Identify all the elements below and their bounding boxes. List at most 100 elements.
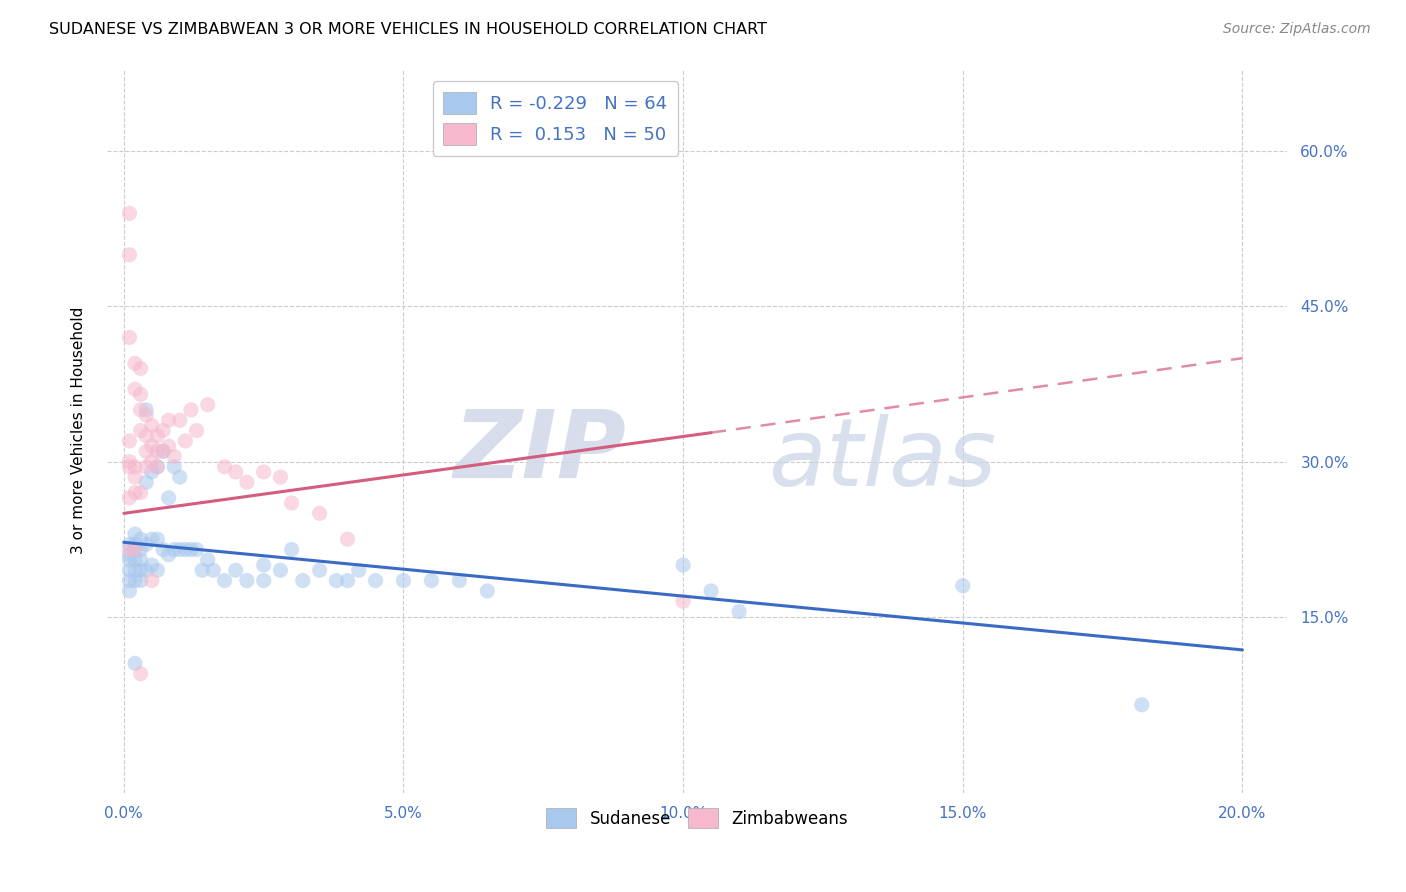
Point (236, 574, 259, 588)
Point (129, 666, 152, 681)
Point (135, 537, 157, 551)
Point (152, 424, 174, 438)
Point (124, 553, 146, 567)
Point (202, 563, 225, 577)
Point (124, 657, 146, 671)
Legend: Sudanese, Zimbabweans: Sudanese, Zimbabweans (540, 801, 855, 835)
Point (124, 542, 146, 557)
Point (129, 542, 152, 557)
Point (180, 542, 202, 557)
Point (186, 542, 208, 557)
Point (146, 532, 169, 546)
Point (163, 459, 186, 474)
Point (141, 465, 163, 479)
Point (197, 553, 219, 567)
Point (124, 542, 146, 557)
Point (135, 403, 157, 417)
Point (135, 475, 157, 490)
Point (129, 532, 152, 546)
Point (129, 424, 152, 438)
Point (700, 583, 723, 598)
Point (169, 413, 191, 427)
Point (157, 413, 180, 427)
Point (152, 542, 174, 557)
Text: ZIP: ZIP (453, 407, 626, 499)
Point (146, 563, 169, 577)
Point (118, 553, 141, 567)
Point (174, 542, 197, 557)
Point (477, 583, 499, 598)
Point (364, 574, 387, 588)
Point (141, 418, 163, 433)
Point (129, 403, 152, 417)
Point (118, 563, 141, 577)
Point (118, 548, 141, 562)
Point (191, 563, 214, 577)
Point (347, 563, 370, 577)
Point (186, 424, 208, 438)
Point (146, 429, 169, 443)
Point (135, 563, 157, 577)
Point (336, 532, 359, 546)
Point (129, 485, 152, 500)
Point (325, 574, 347, 588)
Point (392, 574, 415, 588)
Point (141, 532, 163, 546)
Point (129, 361, 152, 376)
Point (118, 434, 141, 448)
Point (214, 574, 236, 588)
Point (135, 459, 157, 474)
Point (672, 594, 695, 608)
Point (952, 579, 974, 593)
Point (141, 439, 163, 453)
Point (146, 444, 169, 458)
Point (152, 444, 174, 458)
Point (253, 558, 276, 572)
Point (157, 439, 180, 453)
Point (174, 434, 197, 448)
Point (118, 455, 141, 469)
Point (169, 470, 191, 484)
Point (280, 496, 302, 510)
Point (225, 465, 247, 479)
Point (308, 563, 330, 577)
Point (124, 382, 146, 396)
Point (291, 574, 314, 588)
Point (157, 548, 180, 562)
Point (146, 459, 169, 474)
Point (118, 330, 141, 344)
Point (141, 574, 163, 588)
Point (728, 605, 751, 619)
Point (124, 356, 146, 370)
Point (146, 459, 169, 474)
Point (124, 485, 146, 500)
Point (129, 574, 152, 588)
Point (225, 563, 247, 577)
Point (124, 537, 146, 551)
Point (118, 583, 141, 598)
Point (118, 459, 141, 474)
Point (1130, 698, 1153, 712)
Point (157, 491, 180, 505)
Point (141, 455, 163, 469)
Point (280, 542, 302, 557)
Point (420, 574, 443, 588)
Point (118, 206, 141, 220)
Point (152, 444, 174, 458)
Point (253, 574, 276, 588)
Point (135, 408, 157, 422)
Point (214, 459, 236, 474)
Point (135, 429, 157, 443)
Point (118, 248, 141, 262)
Point (163, 542, 186, 557)
Point (197, 398, 219, 412)
Point (118, 537, 141, 551)
Point (129, 563, 152, 577)
Text: SUDANESE VS ZIMBABWEAN 3 OR MORE VEHICLES IN HOUSEHOLD CORRELATION CHART: SUDANESE VS ZIMBABWEAN 3 OR MORE VEHICLE… (49, 22, 768, 37)
Point (124, 563, 146, 577)
Point (163, 450, 186, 464)
Point (124, 574, 146, 588)
Point (336, 574, 359, 588)
Point (449, 574, 471, 588)
Point (308, 506, 330, 520)
